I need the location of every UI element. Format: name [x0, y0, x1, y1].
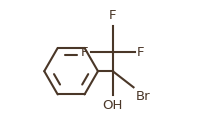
- Text: OH: OH: [103, 99, 123, 112]
- Text: F: F: [81, 46, 89, 59]
- Text: F: F: [137, 46, 144, 59]
- Text: F: F: [109, 9, 116, 22]
- Text: Br: Br: [136, 90, 150, 103]
